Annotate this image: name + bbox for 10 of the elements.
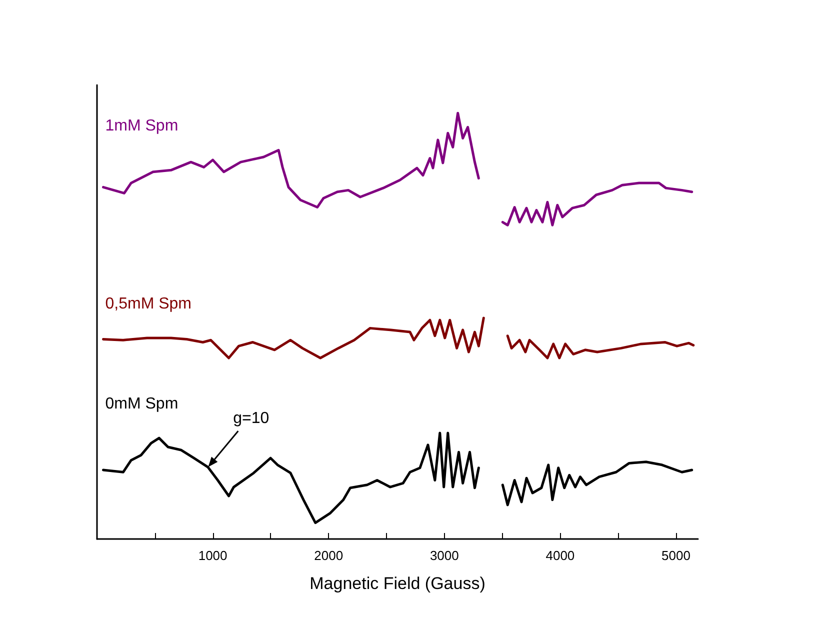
series-label: 0,5mM Spm — [105, 295, 192, 312]
series-label: 1mM Spm — [105, 117, 178, 134]
x-tick-label: 1000 — [198, 548, 228, 563]
series-label: 0mM Spm — [105, 396, 178, 413]
x-tick-label: 2000 — [314, 548, 344, 563]
annotation: g=10 — [233, 410, 270, 428]
x-tick-label: 4000 — [546, 548, 575, 563]
x-tick-label: 5000 — [662, 548, 690, 563]
x-axis-title: Magnetic Field (Gauss) — [310, 574, 486, 593]
x-tick-label: 3000 — [430, 548, 459, 563]
